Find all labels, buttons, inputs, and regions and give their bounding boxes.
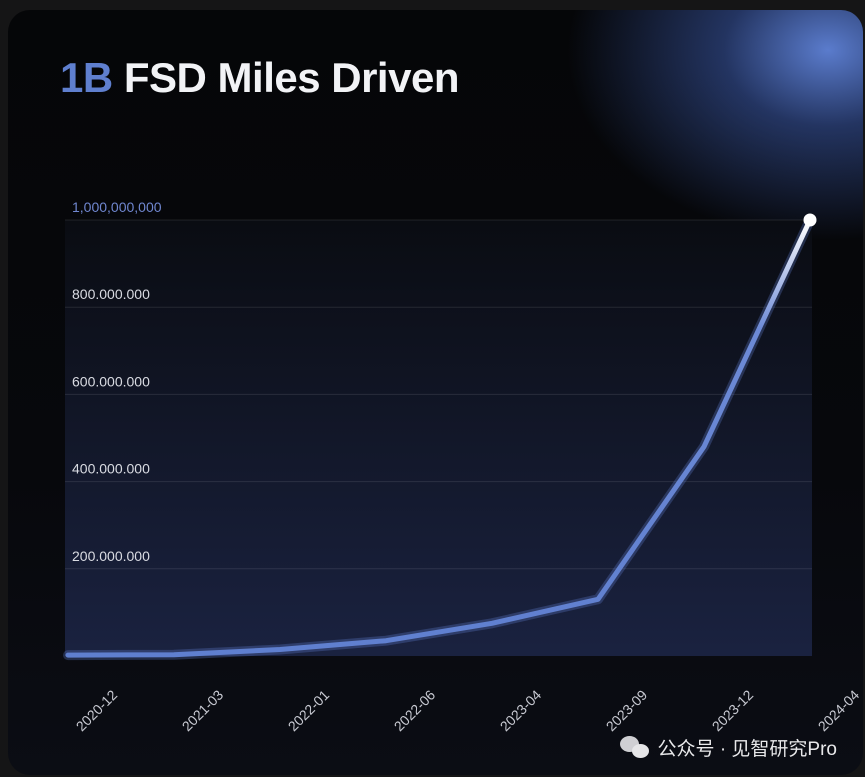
x-tick-label: 2020-12 — [73, 686, 121, 734]
plot-area — [65, 220, 812, 656]
x-tick-label: 2022-06 — [391, 686, 439, 734]
chart-title: 1B FSD Miles Driven — [60, 54, 459, 102]
x-tick-label: 2024-04 — [815, 686, 863, 734]
watermark: 公众号 · 见智研究Pro — [619, 734, 837, 761]
series-line — [65, 217, 813, 658]
x-tick-label: 2023-12 — [709, 686, 757, 734]
x-tick-label: 2023-04 — [497, 686, 545, 734]
y-tick-label: 1,000,000,000 — [72, 199, 162, 215]
endpoint-dot — [803, 213, 817, 227]
y-tick-label: 400.000.000 — [72, 461, 150, 477]
x-tick-label: 2022-01 — [285, 686, 333, 734]
y-tick-label: 200.000.000 — [72, 548, 150, 564]
series-group — [63, 213, 817, 661]
y-tick-label: 600.000.000 — [72, 373, 150, 389]
wechat-icon — [619, 735, 650, 760]
title-text: FSD Miles Driven — [123, 54, 460, 101]
grid-lines — [65, 219, 812, 570]
y-axis-ticks: 1,000,000,000 800.000.000 600.000.000 400.0… — [72, 199, 162, 564]
y-tick-label: 800.000.000 — [72, 286, 150, 302]
title-accent: 1B — [60, 54, 113, 101]
watermark-text: 公众号 · 见智研究Pro — [657, 739, 837, 760]
x-tick-label: 2021-03 — [179, 686, 227, 734]
x-axis-ticks: 2020-12 2021-03 2022-01 2022-06 2023-04 2023-… — [73, 686, 863, 734]
x-tick-label: 2023-09 — [603, 686, 651, 734]
